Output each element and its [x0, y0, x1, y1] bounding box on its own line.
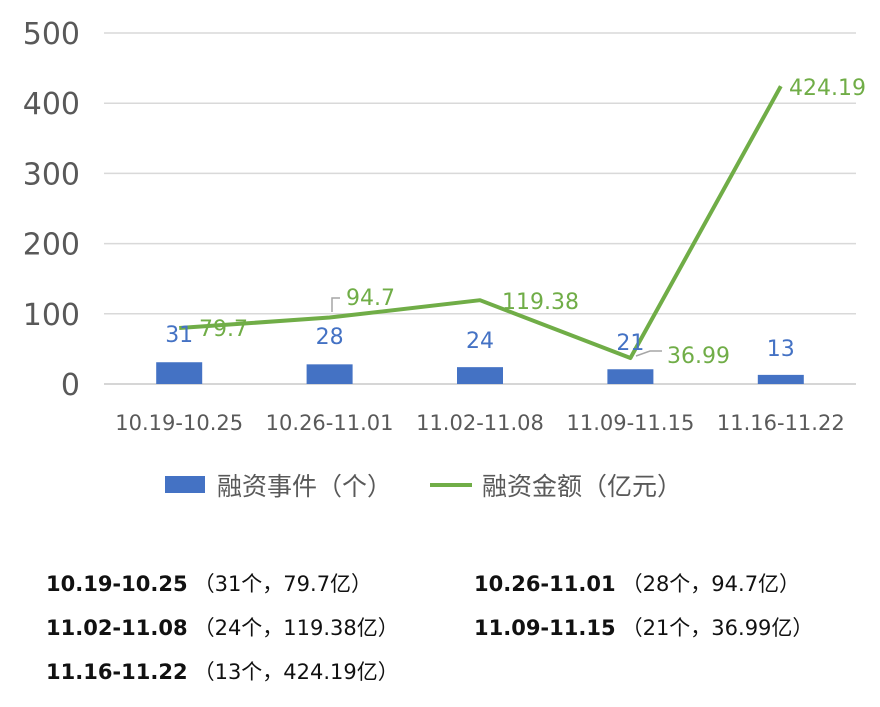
summary-item: 11.09-11.15 （21个，36.99亿） [474, 612, 813, 642]
leader-line [331, 297, 340, 312]
summary-detail: （13个，424.19亿） [193, 660, 399, 684]
bar-data-label: 21 [616, 331, 644, 356]
y-tick-label: 0 [61, 368, 80, 403]
summary-range: 11.09-11.15 [474, 616, 616, 640]
line-data-label: 119.38 [502, 290, 579, 315]
y-tick-label: 400 [23, 87, 80, 122]
line-series [179, 85, 783, 361]
summary-range: 10.26-11.01 [474, 572, 616, 596]
summary-detail: （31个，79.7亿） [193, 572, 373, 596]
summary-item: 11.16-11.22 （13个，424.19亿） [46, 656, 399, 686]
data-labels: 31 28 24 21 13 79.7 94.7 119.38 36.99 424.19 [165, 76, 866, 369]
bar-data-label: 31 [165, 323, 193, 348]
y-tick-label: 200 [23, 228, 80, 263]
legend-label: 融资金额（亿元） [482, 472, 682, 501]
summary-range: 11.02-11.08 [46, 616, 188, 640]
gridlines [104, 32, 856, 385]
bar-data-label: 13 [767, 337, 795, 362]
summary-detail: （28个，94.7亿） [621, 572, 801, 596]
x-tick-label: 11.16-11.22 [717, 411, 845, 435]
combo-chart: 0 100 200 300 400 500 31 28 24 21 13 79.7 94.7 119.3… [23, 17, 866, 501]
summary-range: 11.16-11.22 [46, 660, 188, 684]
summary-item: 10.26-11.01 （28个，94.7亿） [474, 568, 800, 598]
line-data-label: 79.7 [199, 317, 248, 342]
summary-detail: （21个，36.99亿） [621, 616, 814, 640]
x-tick-label: 10.26-11.01 [266, 411, 394, 435]
x-tick-label: 11.09-11.15 [566, 411, 694, 435]
bar [156, 362, 203, 384]
bar-data-label: 24 [466, 329, 494, 354]
bar-data-label: 28 [316, 325, 344, 350]
y-axis-ticks: 0 100 200 300 400 500 [23, 17, 80, 403]
summary-item: 11.02-11.08 （24个，119.38亿） [46, 612, 399, 642]
line-data-label: 424.19 [789, 76, 866, 101]
legend: 融资事件（个） 融资金额（亿元） [165, 472, 682, 501]
y-tick-label: 100 [23, 298, 80, 333]
bar [306, 364, 353, 384]
x-tick-label: 11.02-11.08 [416, 411, 544, 435]
bar-series [156, 362, 804, 384]
legend-swatch-bar [165, 476, 205, 493]
line-data-label: 94.7 [346, 286, 395, 311]
x-tick-label: 10.19-10.25 [115, 411, 243, 435]
legend-label: 融资事件（个） [217, 472, 392, 501]
bar [757, 374, 804, 384]
x-axis-ticks: 10.19-10.25 10.26-11.01 11.02-11.08 11.09-1… [115, 411, 844, 435]
summary-detail: （24个，119.38亿） [193, 616, 399, 640]
y-tick-label: 300 [23, 157, 80, 192]
summary-item: 10.19-10.25 （31个，79.7亿） [46, 568, 372, 598]
summary-block: 10.19-10.25 （31个，79.7亿） 10.26-11.01 （28个，9… [0, 560, 880, 700]
bar [607, 369, 654, 384]
line-data-label: 36.99 [667, 344, 730, 369]
line-path [179, 85, 783, 361]
y-tick-label: 500 [23, 17, 80, 52]
leader-line [635, 350, 662, 357]
bar [457, 367, 503, 384]
summary-range: 10.19-10.25 [46, 572, 188, 596]
